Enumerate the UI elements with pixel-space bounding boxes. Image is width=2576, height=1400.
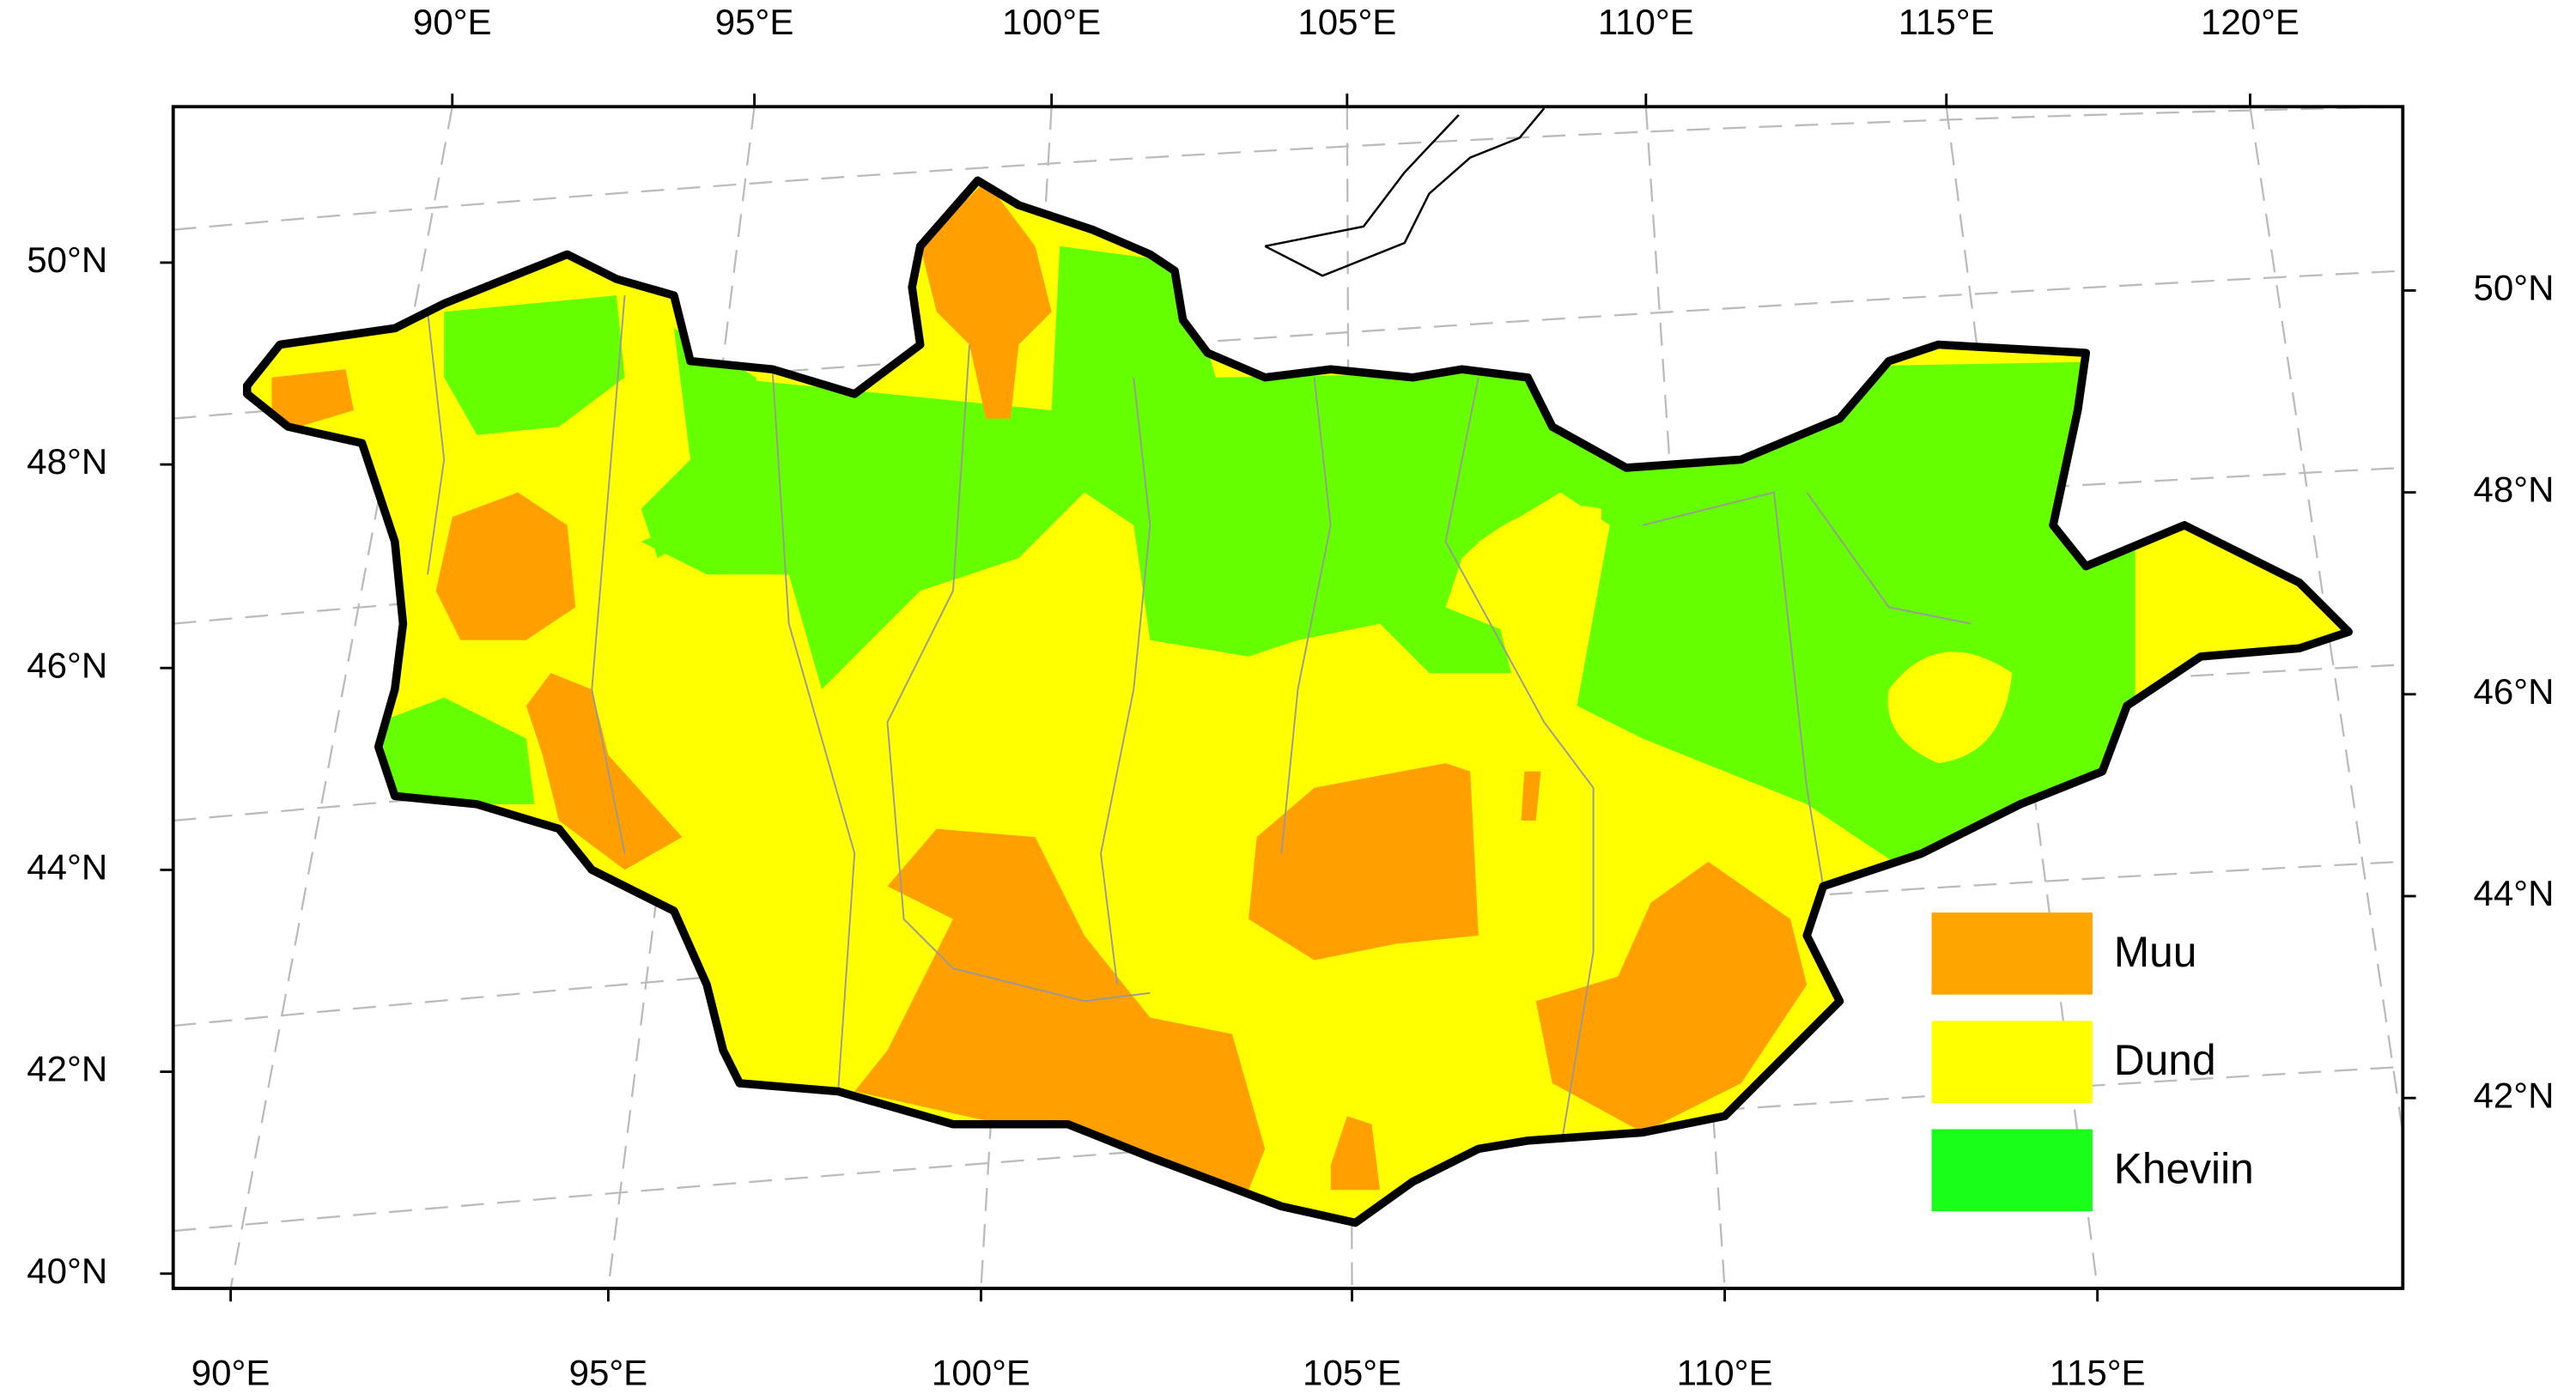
top-label: 110°E (1598, 2, 1694, 42)
bottom-label: 95°E (569, 1352, 648, 1392)
left-label: 50°N (27, 239, 107, 280)
left-label: 46°N (27, 645, 107, 685)
top-label: 115°E (1899, 2, 1995, 42)
legend-swatch (1931, 912, 2093, 995)
lake-outline (1264, 107, 1546, 277)
bottom-label: 115°E (2050, 1352, 2146, 1392)
bottom-label: 90°E (191, 1352, 270, 1392)
right-label: 44°N (2474, 873, 2555, 913)
frame (171, 105, 2405, 1290)
left-label: 42°N (27, 1049, 107, 1089)
right-label: 42°N (2474, 1075, 2555, 1115)
legend-swatch (1931, 1129, 2093, 1212)
left-label: 40°N (27, 1251, 107, 1291)
bottom-label: 110°E (1677, 1352, 1773, 1392)
bottom-label: 105°E (1303, 1352, 1401, 1392)
left-label: 44°N (27, 847, 107, 888)
top-label: 120°E (2201, 2, 2300, 42)
dund-area (1445, 505, 2013, 764)
legend-swatch (1931, 1021, 2093, 1103)
legend-label: Muu (2114, 928, 2197, 976)
right-label: 46°N (2474, 671, 2555, 712)
bottom-label: 100°E (932, 1352, 1030, 1392)
top-label: 105°E (1297, 2, 1396, 42)
right-label: 48°N (2474, 470, 2555, 510)
legend: Muu Dund Kheviin (1931, 912, 2254, 1212)
right-label: 50°N (2474, 268, 2555, 308)
axis-labels: 90°E 95°E 100°E 105°E 110°E 115°E 120°E 90°E 95°… (27, 2, 2554, 1393)
top-label: 100°E (1002, 2, 1101, 42)
top-label: 90°E (413, 2, 492, 42)
top-label: 95°E (715, 2, 794, 42)
legend-label: Kheviin (2114, 1144, 2254, 1192)
muu-area (271, 180, 1807, 1191)
legend-label: Dund (2114, 1036, 2216, 1084)
left-label: 48°N (27, 441, 107, 482)
